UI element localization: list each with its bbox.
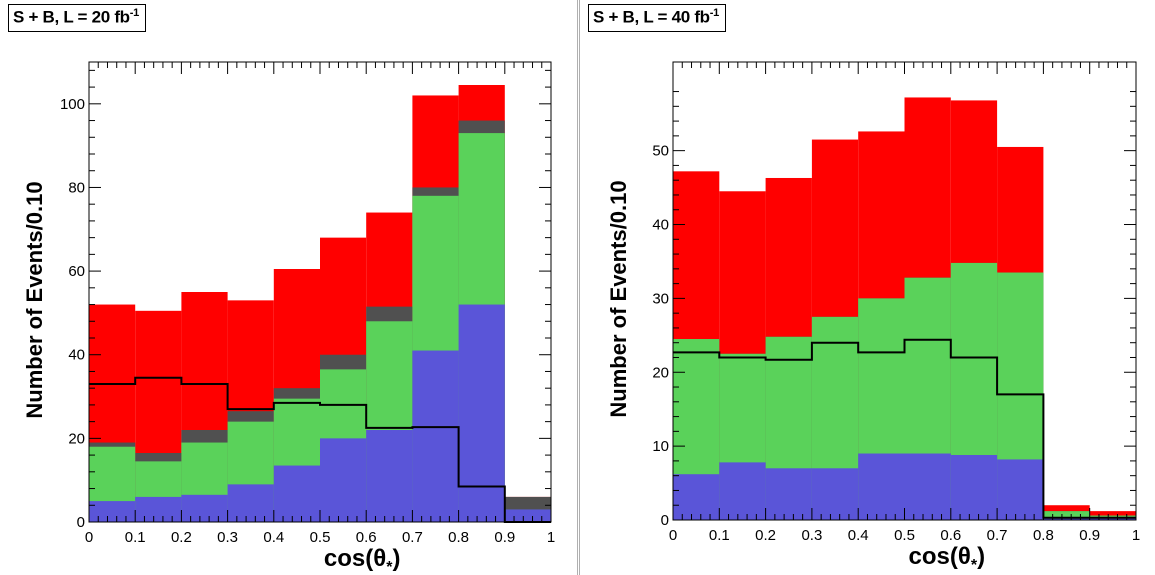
y-tick-label: 40 — [652, 217, 669, 234]
blue-background-bar — [858, 453, 905, 520]
x-tick-label: 0.5 — [894, 527, 915, 544]
x-tick-label: 0.3 — [801, 527, 822, 544]
blue-background-bar — [811, 468, 859, 520]
blue-background-bar — [181, 494, 228, 522]
x-tick-label: 1 — [1132, 527, 1140, 544]
y-tick-label: 60 — [68, 263, 85, 280]
x-tick-label: 0.9 — [1079, 527, 1100, 544]
blue-background-bar — [504, 509, 551, 522]
luminosity-label-20fb: S + B, L = 20 fb-1 — [8, 4, 146, 32]
chart-panel-40fb: 0 0.1 0.2 0.3 0.4 0.5 0.6 0.7 0.8 0.9 1 0 10 20 30 40 50… — [579, 0, 1155, 575]
blue-background-bar — [719, 462, 766, 520]
blue-background-bar — [765, 468, 812, 520]
y-tick-label: 50 — [652, 143, 669, 160]
x-tick-label: 0.8 — [1033, 527, 1054, 544]
blue-background-bar — [320, 438, 367, 522]
x-tick-label: 0.1 — [125, 529, 146, 546]
x-tick-label: 0.4 — [848, 527, 869, 544]
blue-background-bar — [950, 454, 998, 520]
blue-background-bar — [997, 459, 1044, 520]
x-tick-label: 0.5 — [310, 529, 331, 546]
luminosity-label-exponent: -1 — [129, 7, 139, 19]
y-tick-label: 80 — [68, 179, 85, 196]
luminosity-label-text: S + B, L = 20 fb — [13, 7, 130, 27]
reference-histogram-line — [673, 338, 1136, 519]
x-tick-label: 0.3 — [217, 529, 238, 546]
blue-background-bar — [673, 474, 720, 520]
y-tick-label: 10 — [652, 438, 669, 455]
blue-background-bar — [412, 350, 459, 522]
x-tick-label: 0.2 — [171, 529, 192, 546]
x-tick-label: 0.2 — [755, 527, 776, 544]
blue-background-bar — [273, 465, 320, 522]
reference-histogram-line — [89, 376, 551, 523]
blue-background-bar — [227, 484, 274, 522]
green-background-bar — [1043, 511, 1090, 520]
y-tick-label: 0 — [661, 512, 669, 529]
y-axis-title: Number of Events/0.10 — [22, 181, 47, 418]
blue-background-bar — [135, 496, 182, 522]
chart-panel-20fb: 0 0.1 0.2 0.3 0.4 0.5 0.6 0.7 0.8 0.9 1 0 20 40 60 80 10… — [8, 0, 578, 575]
x-tick-label: 0.7 — [987, 527, 1008, 544]
x-tick-label: 1 — [547, 529, 555, 546]
blue-background-bar — [904, 453, 951, 520]
y-tick-label: 20 — [68, 430, 85, 447]
y-tick-label: 0 — [77, 514, 85, 531]
luminosity-label-text: S + B, L = 40 fb — [593, 7, 710, 27]
x-tick-label: 0.6 — [356, 529, 377, 546]
y-tick-label: 100 — [60, 96, 85, 113]
x-tick-label: 0 — [669, 527, 677, 544]
blue-background-bar — [1043, 517, 1090, 520]
blue-background-bar — [458, 304, 505, 522]
x-tick-label: 0.1 — [709, 527, 730, 544]
chart-40fb: 0 0.1 0.2 0.3 0.4 0.5 0.6 0.7 0.8 0.9 101020304050… — [606, 61, 1140, 574]
x-tick-label: 0.9 — [494, 529, 515, 546]
blue-background-bar — [1089, 518, 1136, 520]
x-tick-label: 0.8 — [448, 529, 469, 546]
blue-background-bar — [89, 501, 136, 522]
x-tick-label: 0.6 — [940, 527, 961, 544]
x-axis-title: cos(θ*) — [324, 545, 401, 575]
y-tick-label: 30 — [652, 290, 669, 307]
x-tick-label: 0 — [85, 529, 93, 546]
luminosity-label-exponent: -1 — [709, 7, 719, 19]
x-tick-label: 0.7 — [402, 529, 423, 546]
y-axis-title: Number of Events/0.10 — [606, 180, 631, 417]
blue-background-bar — [366, 430, 413, 522]
y-tick-label: 40 — [68, 347, 85, 364]
x-tick-label: 0.4 — [263, 529, 284, 546]
chart-20fb: 0 0.1 0.2 0.3 0.4 0.5 0.6 0.7 0.8 0.9 1 0 20 40 60 80 10… — [22, 61, 555, 575]
y-tick-label: 20 — [652, 364, 669, 381]
x-axis-title: cos(θ*) — [909, 543, 986, 574]
luminosity-label-40fb: S + B, L = 40 fb-1 — [588, 4, 726, 32]
